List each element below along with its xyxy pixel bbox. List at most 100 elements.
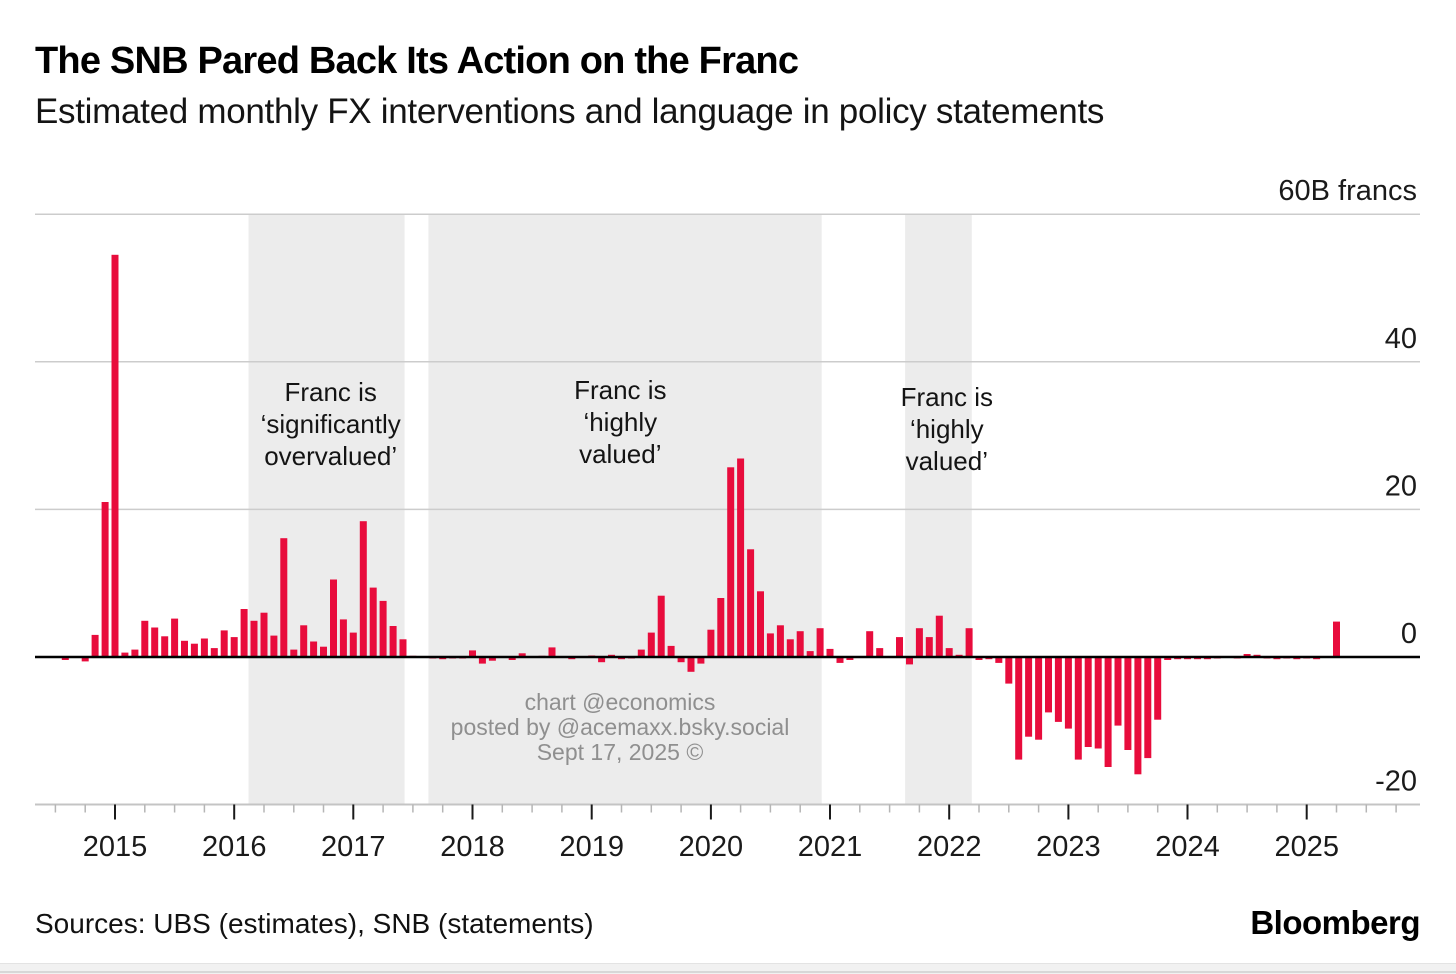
bar-2021-01 bbox=[826, 648, 834, 657]
bar-2015-12 bbox=[220, 630, 228, 657]
bar-2016-09 bbox=[310, 641, 318, 657]
bar-2021-11 bbox=[925, 637, 933, 657]
bar-2016-05 bbox=[270, 635, 278, 657]
bar-2023-08 bbox=[1134, 657, 1142, 775]
x-year-label-2024: 2024 bbox=[1155, 831, 1220, 863]
bar-2015-02 bbox=[121, 652, 129, 657]
watermark-line: Sept 17, 2025 © bbox=[536, 739, 704, 765]
bar-2022-11 bbox=[1045, 657, 1052, 713]
x-year-label-2023: 2023 bbox=[1036, 831, 1101, 863]
page-subtitle: Estimated monthly FX interventions and l… bbox=[35, 92, 1105, 131]
page-title: The SNB Pared Back Its Action on the Fra… bbox=[35, 40, 799, 82]
bar-2019-10 bbox=[677, 657, 685, 663]
policy-annotation-line: ‘highly bbox=[583, 407, 658, 437]
bar-2022-10 bbox=[1035, 657, 1043, 740]
bar-2021-06 bbox=[876, 648, 884, 657]
policy-annotation-line: Franc is bbox=[284, 377, 377, 407]
bottom-border bbox=[0, 963, 1456, 974]
bar-2014-12 bbox=[101, 502, 109, 657]
bar-2022-09 bbox=[1025, 657, 1033, 737]
y-tick-label-40: 40 bbox=[1385, 323, 1417, 355]
policy-annotation-line: Franc is bbox=[900, 382, 994, 412]
bar-2015-10 bbox=[200, 638, 208, 657]
bar-2017-02 bbox=[359, 521, 367, 657]
bar-2015-08 bbox=[181, 640, 188, 657]
y-tick-label-20: 20 bbox=[1385, 470, 1417, 502]
bar-2024-07 bbox=[1243, 654, 1251, 657]
bar-2019-09 bbox=[667, 645, 675, 657]
bar-2020-08 bbox=[776, 625, 784, 657]
bar-2023-06 bbox=[1114, 657, 1122, 726]
bar-2022-07 bbox=[1005, 657, 1013, 684]
bar-2020-03 bbox=[727, 467, 735, 657]
bar-2017-06 bbox=[399, 639, 407, 657]
y-tick-label--20: -20 bbox=[1375, 766, 1417, 798]
bar-2020-01 bbox=[707, 629, 715, 657]
bar-2021-09 bbox=[906, 657, 913, 665]
bar-2021-10 bbox=[915, 628, 923, 657]
bar-2015-06 bbox=[161, 636, 169, 657]
bar-2016-10 bbox=[320, 646, 327, 657]
bar-2018-03 bbox=[488, 657, 496, 661]
bar-2019-08 bbox=[657, 595, 665, 657]
bloomberg-logo: Bloomberg bbox=[1250, 904, 1420, 941]
bar-2016-11 bbox=[330, 579, 337, 657]
bar-2019-07 bbox=[647, 632, 655, 657]
watermark-line: posted by @acemaxx.bsky.social bbox=[450, 714, 790, 740]
policy-annotation-line: ‘significantly bbox=[260, 409, 401, 439]
bar-2018-02 bbox=[478, 657, 486, 664]
bar-2015-04 bbox=[141, 620, 149, 657]
policy-annotation-line: valued’ bbox=[579, 439, 662, 469]
bar-2014-08 bbox=[61, 657, 69, 660]
bar-2015-03 bbox=[131, 649, 139, 657]
policy-annotation-line: overvalued’ bbox=[264, 441, 398, 471]
bar-2016-07 bbox=[290, 649, 298, 657]
bar-2023-07 bbox=[1124, 657, 1132, 750]
bar-2016-08 bbox=[300, 625, 308, 657]
bar-2017-05 bbox=[389, 626, 397, 657]
bar-2020-09 bbox=[786, 639, 794, 657]
y-tick-label-0: 0 bbox=[1401, 618, 1417, 650]
policy-annotation-line: valued’ bbox=[905, 446, 988, 476]
policy-annotation: Franc is ‘significantly overvalued’ bbox=[261, 376, 401, 472]
policy-annotation: Franc is ‘highly valued’ bbox=[901, 381, 993, 477]
bar-2015-09 bbox=[190, 643, 198, 657]
policy-annotation: Franc is ‘highly valued’ bbox=[574, 374, 666, 470]
bar-2020-02 bbox=[717, 598, 725, 657]
bar-2022-04 bbox=[975, 657, 983, 660]
bar-2014-11 bbox=[91, 634, 99, 657]
bar-2021-03 bbox=[846, 657, 854, 660]
bar-2022-12 bbox=[1054, 657, 1062, 722]
bar-2019-11 bbox=[687, 657, 695, 672]
policy-annotation-line: ‘highly bbox=[909, 414, 984, 444]
bar-2016-04 bbox=[260, 612, 268, 657]
bar-2023-10 bbox=[1154, 657, 1162, 720]
watermark-line: chart @economics bbox=[524, 689, 716, 715]
bar-2017-03 bbox=[369, 587, 377, 657]
bar-2021-05 bbox=[866, 631, 874, 657]
bar-2020-04 bbox=[737, 458, 745, 657]
sources-note: Sources: UBS (estimates), SNB (statement… bbox=[35, 908, 594, 939]
bar-2023-03 bbox=[1084, 657, 1092, 747]
bar-2019-12 bbox=[697, 657, 705, 664]
bar-2018-05 bbox=[508, 657, 516, 660]
bar-2023-02 bbox=[1074, 657, 1082, 760]
x-year-label-2021: 2021 bbox=[798, 831, 863, 863]
bar-2016-03 bbox=[250, 620, 258, 657]
bar-2017-04 bbox=[379, 600, 387, 657]
bar-2021-08 bbox=[896, 637, 903, 657]
bar-2016-02 bbox=[240, 609, 248, 657]
y-tick-label-60: 60B francs bbox=[1278, 175, 1417, 207]
bar-2021-02 bbox=[836, 657, 844, 663]
bar-2016-12 bbox=[339, 619, 347, 657]
bar-2015-05 bbox=[151, 627, 159, 657]
watermark: chart @economics posted by @acemaxx.bsky.… bbox=[451, 690, 790, 765]
x-year-label-2017: 2017 bbox=[321, 831, 386, 863]
bar-2017-01 bbox=[349, 632, 357, 657]
x-year-label-2016: 2016 bbox=[202, 831, 267, 863]
bar-2018-01 bbox=[469, 650, 476, 657]
bar-2020-07 bbox=[766, 633, 774, 657]
bar-2020-11 bbox=[806, 651, 814, 657]
